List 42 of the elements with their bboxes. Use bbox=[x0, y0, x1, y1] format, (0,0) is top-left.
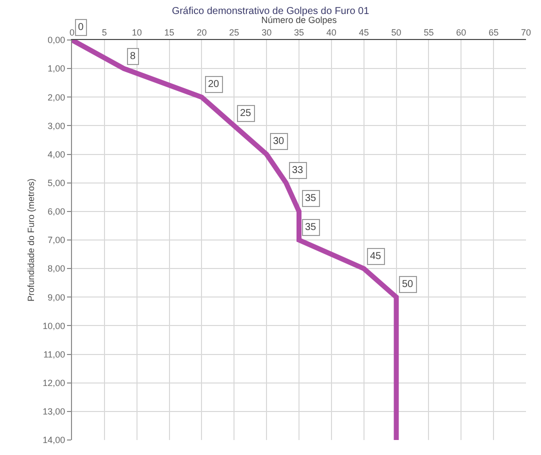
y-tick-label: 5,00 bbox=[48, 178, 66, 188]
x-tick-label: 20 bbox=[196, 27, 207, 38]
y-tick-label: 4,00 bbox=[48, 149, 66, 160]
annotation: 35 bbox=[305, 222, 317, 233]
x-tick-label: 45 bbox=[358, 27, 369, 38]
y-tick-label: 14,00 bbox=[42, 435, 66, 446]
x-tick-label: 5 bbox=[102, 27, 107, 38]
y-tick-label: 1,00 bbox=[48, 64, 66, 74]
x-tick-label: 0 bbox=[69, 27, 75, 38]
x-tick-label: 50 bbox=[391, 27, 402, 38]
x-tick-label: 30 bbox=[262, 27, 272, 38]
x-tick-label: 70 bbox=[520, 27, 532, 38]
y-tick-label: 3,00 bbox=[48, 120, 66, 131]
annotation: 35 bbox=[305, 193, 317, 204]
annotation: 8 bbox=[130, 51, 136, 62]
x-tick-label: 35 bbox=[294, 27, 304, 38]
chart-title: Gráfico demonstrativo de Golpes do Furo 01 bbox=[172, 6, 370, 17]
y-tick-label: 9,00 bbox=[48, 292, 66, 302]
annotation: 20 bbox=[208, 79, 220, 90]
annotation: 33 bbox=[292, 165, 304, 176]
x-tick-label: 40 bbox=[326, 27, 336, 38]
x-tick-label: 15 bbox=[164, 27, 174, 38]
y-tick-label: 2,00 bbox=[48, 92, 66, 102]
y-tick-label: 12,00 bbox=[42, 378, 66, 388]
y-tick-label: 7,00 bbox=[48, 235, 66, 246]
y-tick-label: 0,00 bbox=[48, 35, 66, 46]
x-axis-title: Número de Golpes bbox=[261, 14, 338, 25]
y-tick-label: 11,00 bbox=[43, 349, 66, 360]
x-tick-label: 65 bbox=[488, 27, 499, 38]
y-tick-label: 10,00 bbox=[42, 320, 66, 331]
y-tick-label: 13,00 bbox=[42, 406, 66, 417]
x-tick-label: 60 bbox=[456, 27, 466, 38]
y-tick-label: 8,00 bbox=[48, 264, 66, 274]
annotation: 45 bbox=[370, 251, 382, 262]
x-tick-label: 25 bbox=[229, 27, 240, 38]
x-tick-label: 10 bbox=[132, 27, 142, 38]
x-tick-label: 55 bbox=[424, 27, 434, 38]
y-tick-label: 6,00 bbox=[48, 206, 66, 217]
annotation: 50 bbox=[402, 279, 414, 290]
y-axis-title: Profundidade do Furo (metros) bbox=[26, 178, 36, 302]
annotation: 25 bbox=[240, 108, 252, 119]
annotation: 30 bbox=[273, 136, 285, 147]
